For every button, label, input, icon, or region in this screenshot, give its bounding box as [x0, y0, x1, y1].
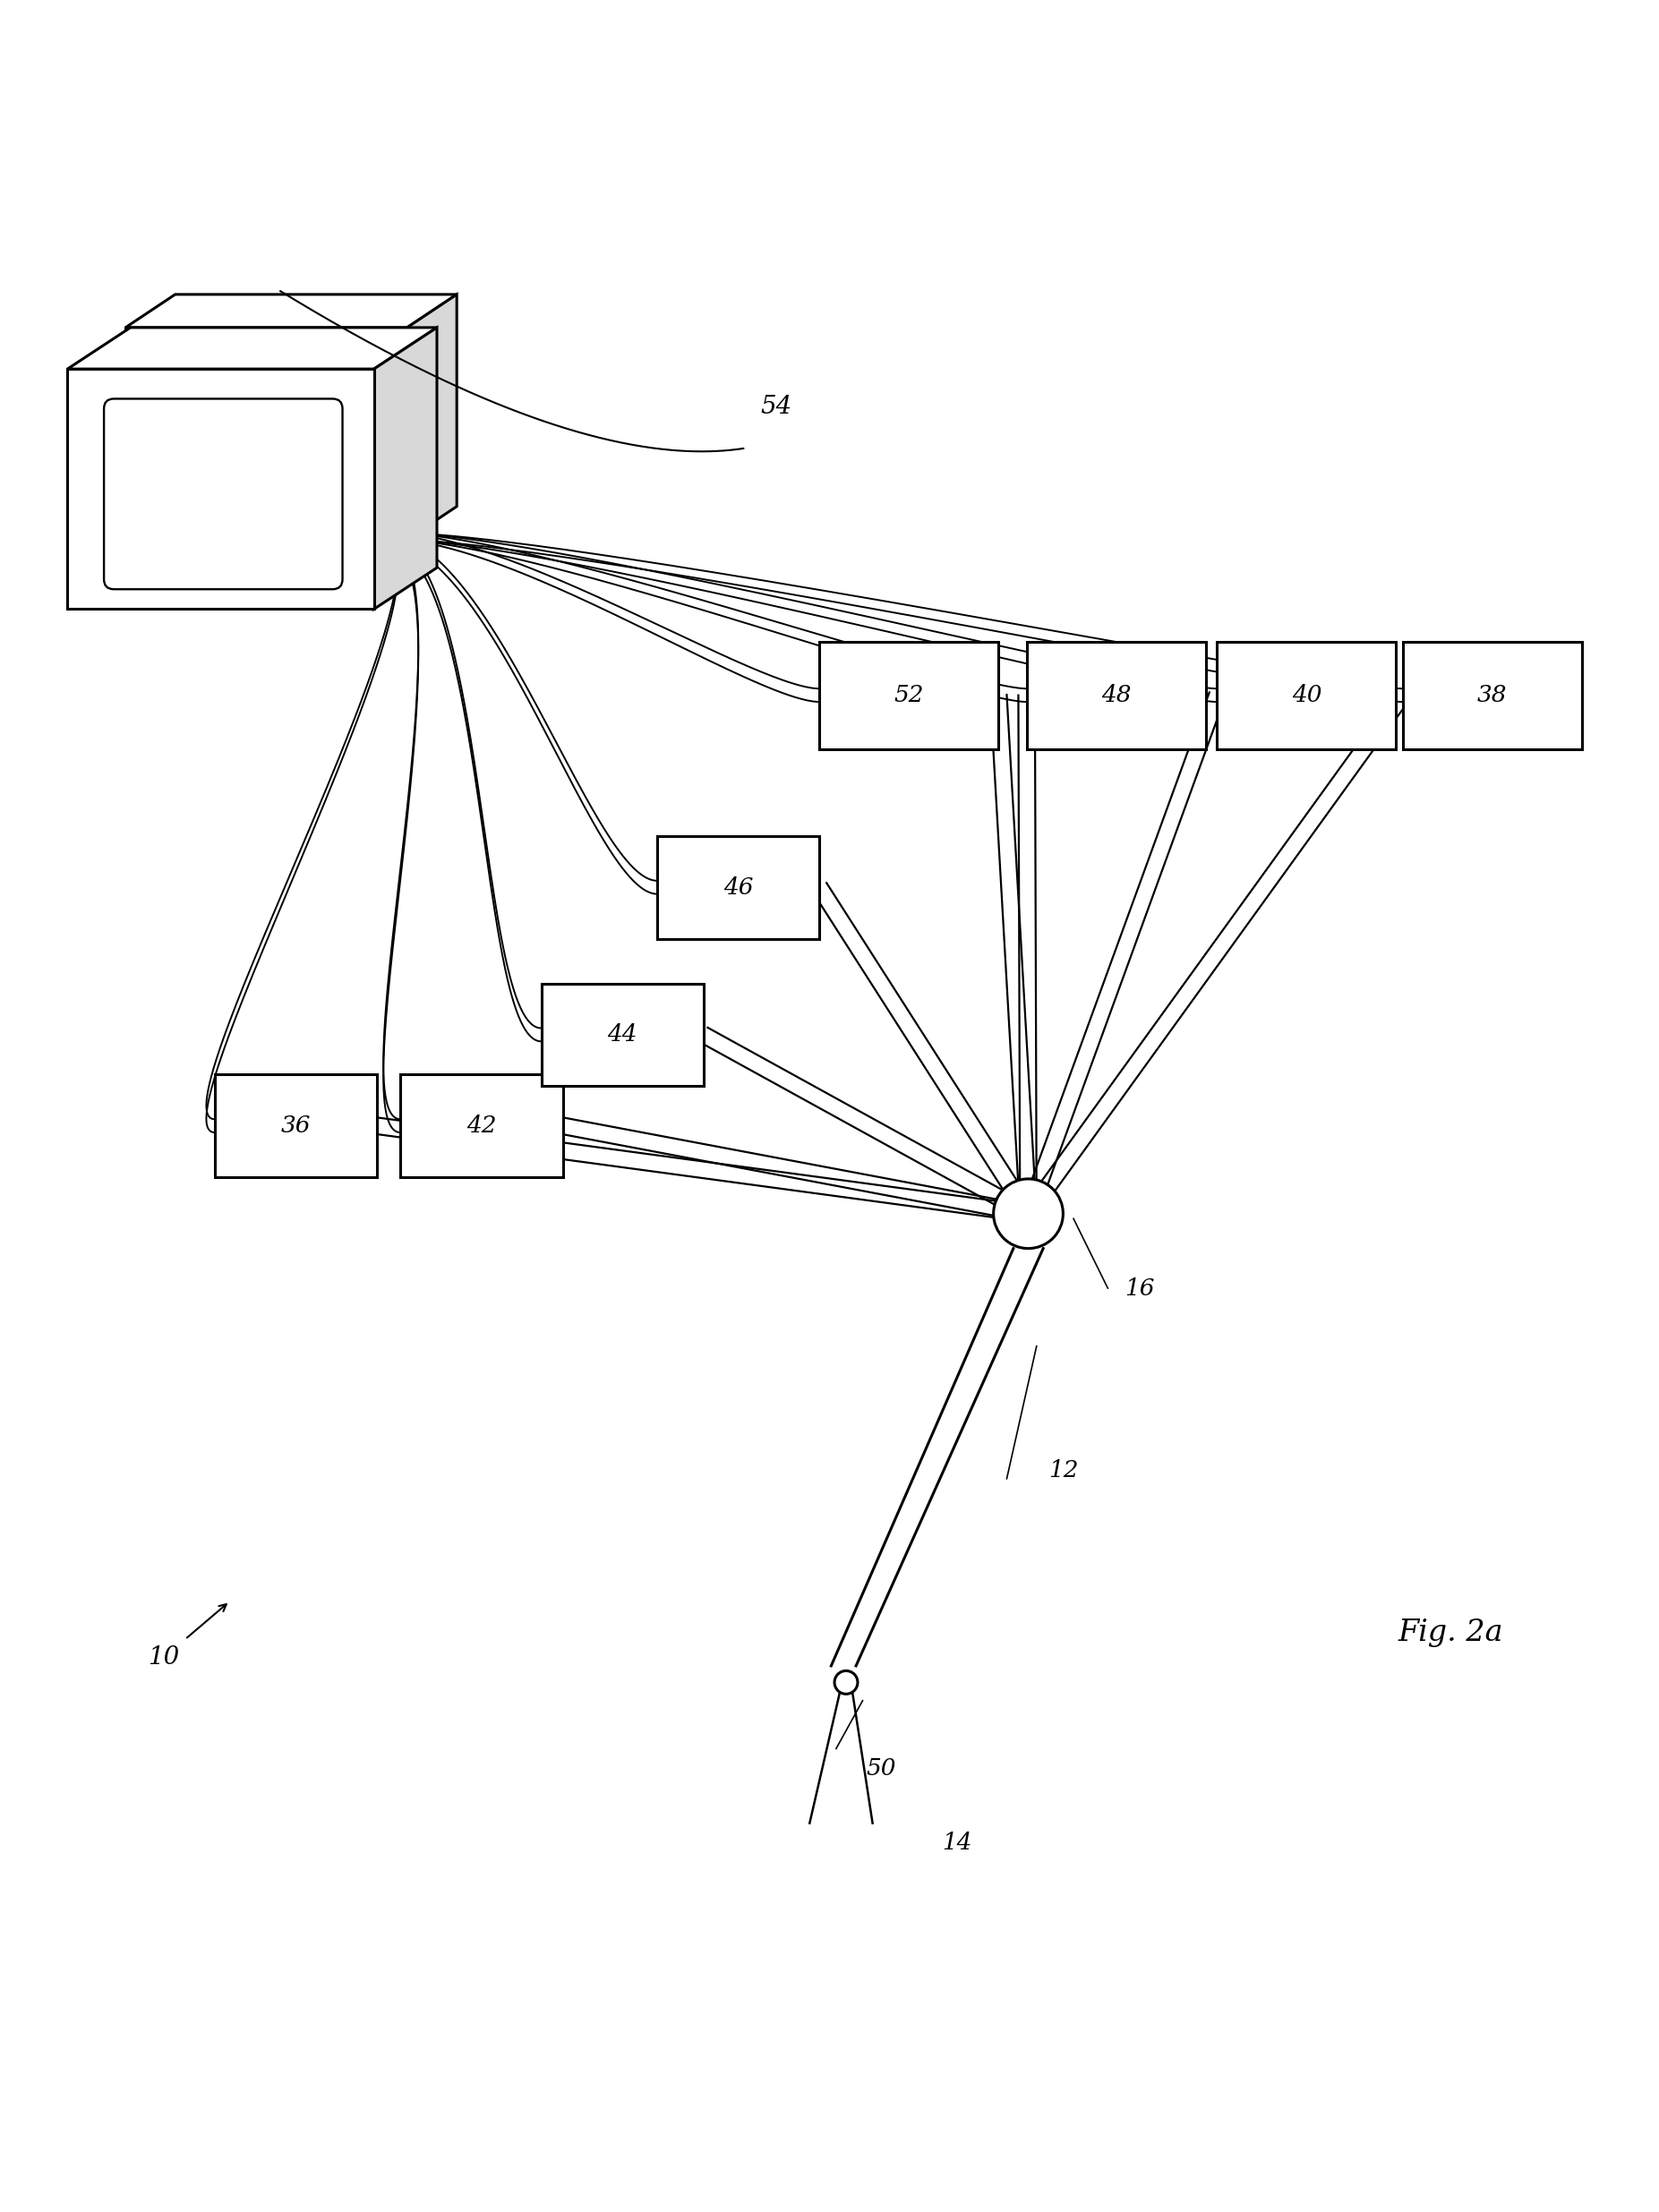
FancyBboxPatch shape	[541, 984, 703, 1086]
Text: 16: 16	[1125, 1276, 1155, 1298]
FancyBboxPatch shape	[1402, 641, 1581, 750]
Circle shape	[834, 1670, 858, 1694]
Text: 54: 54	[761, 396, 793, 418]
Text: 36: 36	[280, 1115, 312, 1137]
Text: 14: 14	[942, 1832, 972, 1854]
Text: 12: 12	[1048, 1460, 1078, 1482]
Text: 50: 50	[866, 1756, 896, 1781]
Polygon shape	[126, 327, 406, 540]
FancyBboxPatch shape	[1027, 641, 1206, 750]
FancyBboxPatch shape	[820, 641, 999, 750]
FancyBboxPatch shape	[657, 836, 820, 938]
Polygon shape	[68, 369, 373, 608]
Polygon shape	[68, 327, 436, 369]
Text: 10: 10	[148, 1646, 179, 1670]
FancyBboxPatch shape	[400, 1075, 562, 1177]
Text: Fig. 2a: Fig. 2a	[1399, 1619, 1503, 1648]
Text: 52: 52	[894, 684, 924, 706]
Polygon shape	[373, 327, 436, 608]
Text: 48: 48	[1102, 684, 1131, 706]
Circle shape	[994, 1179, 1063, 1248]
Polygon shape	[126, 294, 456, 327]
Text: 44: 44	[607, 1024, 637, 1046]
FancyBboxPatch shape	[105, 398, 342, 588]
Text: 42: 42	[466, 1115, 496, 1137]
FancyBboxPatch shape	[216, 1075, 377, 1177]
Text: 40: 40	[1292, 684, 1322, 706]
FancyBboxPatch shape	[1218, 641, 1395, 750]
Text: 38: 38	[1477, 684, 1506, 706]
Polygon shape	[406, 294, 456, 540]
Text: 46: 46	[723, 876, 753, 898]
